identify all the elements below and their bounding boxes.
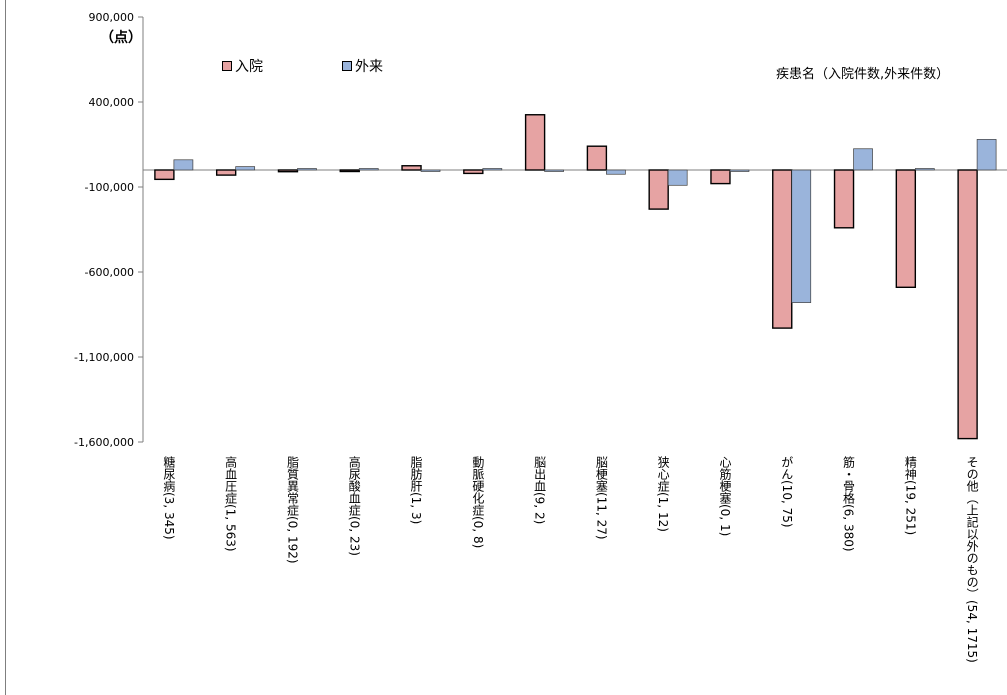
bar-outpatient: [667, 169, 688, 186]
bar-outpatient: [606, 169, 626, 175]
y-tick-label: -1,600,000: [74, 436, 134, 449]
y-tick-label: -100,000: [85, 181, 134, 194]
bar-inpatient: [648, 169, 669, 210]
y-tick-label: -1,100,000: [74, 351, 134, 364]
bar-inpatient: [586, 145, 608, 171]
bar-outpatient: [914, 168, 935, 171]
bar-outpatient: [173, 159, 194, 171]
bar-outpatient: [729, 169, 750, 172]
bar-chart: 900,000 400,000 -100,000 -600,000 -1,100,000…: [74, 11, 1007, 663]
y-tick-label: 900,000: [89, 11, 135, 24]
bar-inpatient: [277, 169, 299, 173]
x-category-label: 脂肪肝(1, 3): [409, 455, 423, 525]
bar-outpatient: [235, 166, 256, 171]
x-category-label: 狭心症(1, 12): [656, 456, 670, 532]
y-axis-unit-label: （点）: [100, 30, 142, 46]
x-category-label: 脳出血(9, 2): [533, 456, 547, 525]
x-category-label: がん(10, 75): [780, 456, 794, 528]
bar-inpatient: [957, 169, 978, 440]
legend-label-inpatient: 入院: [235, 59, 263, 75]
x-category-label: 糖尿病(3, 345): [162, 455, 176, 540]
x-category-label: 脳梗塞(11, 27): [594, 456, 608, 540]
x-category-label: 動脈硬化症(0, 8): [471, 456, 485, 549]
x-category-label: 筋・骨格(6, 380): [842, 455, 856, 552]
bar-outpatient: [482, 168, 503, 171]
x-category-label: 精神(19, 251): [903, 456, 917, 536]
x-category-label: 心筋梗塞(0, 1): [718, 456, 732, 537]
category-notation-note: 疾患名（入院件数,外来件数）: [776, 67, 950, 82]
chart-area: 900,000 400,000 -100,000 -600,000 -1,100,000…: [5, 0, 1007, 695]
x-category-label: 高血圧症(1, 563): [224, 455, 238, 552]
bar-inpatient: [524, 114, 546, 171]
bar-outpatient: [976, 139, 997, 171]
legend-swatch-inpatient: [222, 61, 232, 71]
bar-inpatient: [833, 169, 855, 229]
bar-inpatient: [772, 169, 793, 329]
x-category-label: その他（上記以外のもの）(54, 1715): [965, 456, 979, 663]
y-tick-label: 400,000: [89, 96, 135, 109]
bar-outpatient: [791, 169, 812, 303]
legend-item-outpatient: 外来: [342, 56, 383, 76]
bar-outpatient: [853, 148, 873, 171]
x-category-label: 脂質異常症(0, 192): [285, 455, 299, 564]
legend-swatch-outpatient: [342, 61, 352, 71]
bar-inpatient: [463, 169, 484, 175]
bar-inpatient: [401, 165, 422, 171]
legend-label-outpatient: 外来: [355, 59, 383, 75]
bar-inpatient: [710, 169, 731, 185]
y-tick-label: -600,000: [85, 266, 134, 279]
bar-outpatient: [297, 168, 317, 171]
bar-outpatient: [420, 169, 441, 172]
bar-outpatient: [544, 169, 564, 172]
bar-inpatient: [215, 169, 237, 176]
bar-outpatient: [358, 168, 379, 171]
bar-inpatient: [895, 169, 917, 289]
x-category-label: 高尿酸血症(0, 23): [347, 455, 361, 556]
bar-inpatient: [339, 169, 360, 173]
bar-inpatient: [154, 169, 175, 181]
legend-item-inpatient: 入院: [222, 56, 263, 76]
